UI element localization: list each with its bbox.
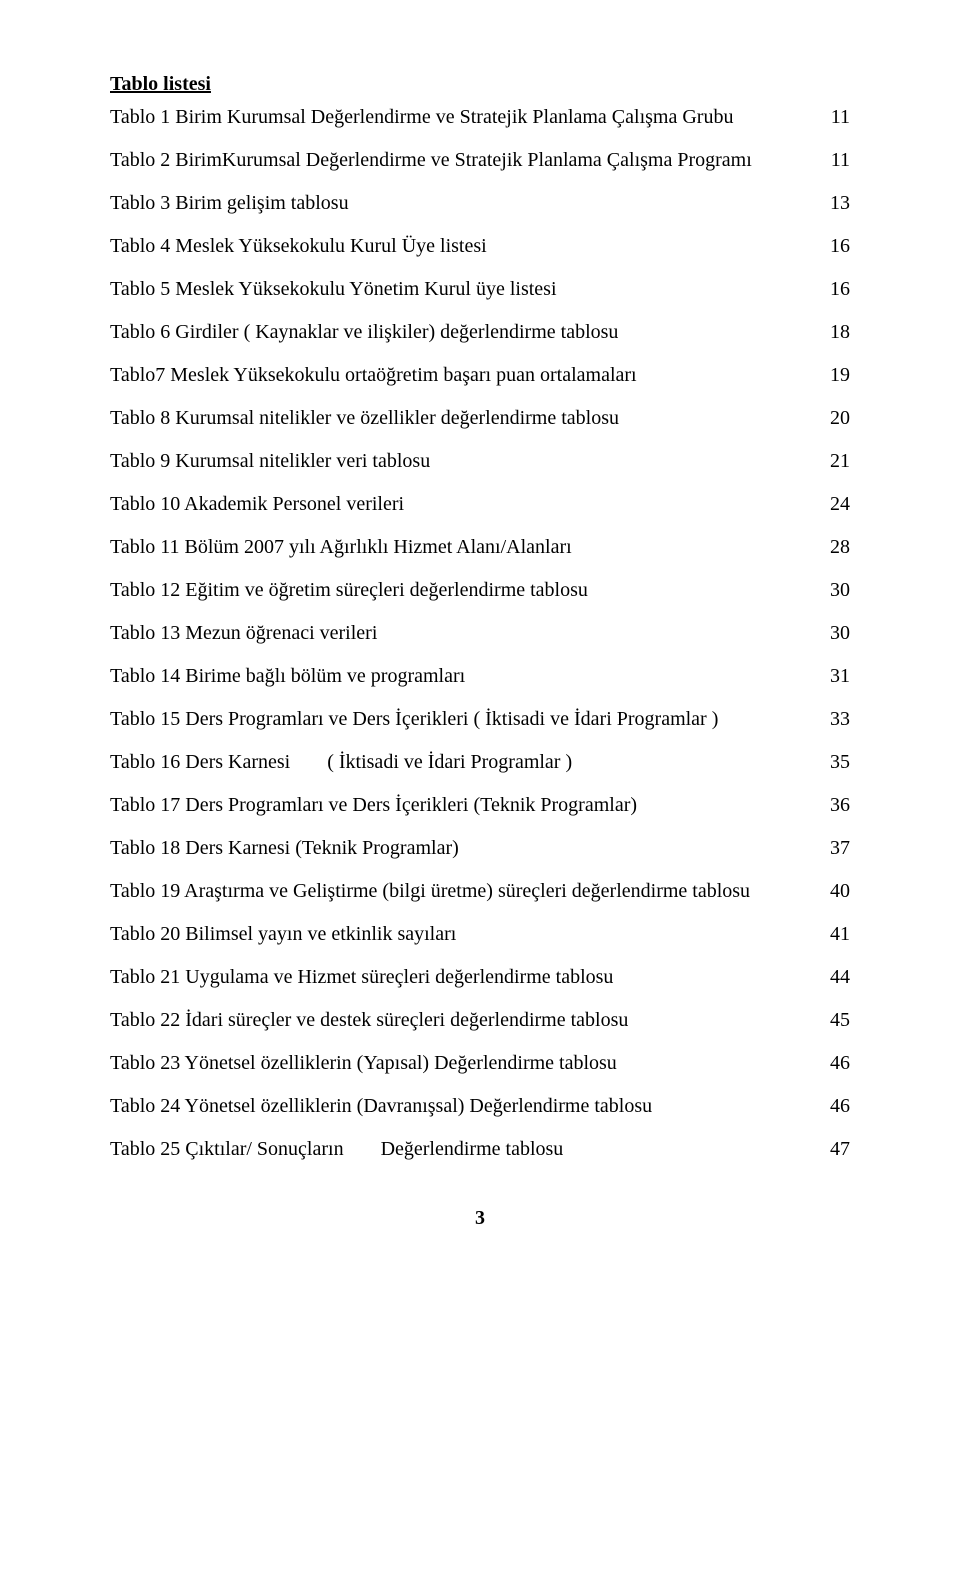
toc-entry-label: Tablo 22 İdari süreçler ve destek süreçl… — [110, 1008, 814, 1033]
toc-entry: Tablo 16 Ders Karnesi ( İktisadi ve İdar… — [110, 750, 850, 775]
toc-entry: Tablo 8 Kurumsal nitelikler ve özellikle… — [110, 406, 850, 431]
toc-entry: Tablo 23 Yönetsel özelliklerin (Yapısal)… — [110, 1051, 850, 1076]
toc-entry-label: Tablo 19 Araştırma ve Geliştirme (bilgi … — [110, 879, 814, 904]
toc-entry: Tablo 21 Uygulama ve Hizmet süreçleri de… — [110, 965, 850, 990]
toc-entry-label: Tablo 23 Yönetsel özelliklerin (Yapısal)… — [110, 1051, 814, 1076]
toc-entry-page: 16 — [814, 277, 850, 302]
toc-entry: Tablo 14 Birime bağlı bölüm ve programla… — [110, 664, 850, 689]
toc-entry-label: Tablo 4 Meslek Yüksekokulu Kurul Üye lis… — [110, 234, 814, 259]
toc-entry-page: 46 — [814, 1051, 850, 1076]
toc-entry-label: Tablo 12 Eğitim ve öğretim süreçleri değ… — [110, 578, 814, 603]
toc-entry-label: Tablo 5 Meslek Yüksekokulu Yönetim Kurul… — [110, 277, 814, 302]
toc-entry: Tablo 19 Araştırma ve Geliştirme (bilgi … — [110, 879, 850, 904]
toc-entry: Tablo 24 Yönetsel özelliklerin (Davranış… — [110, 1094, 850, 1119]
toc-entry-page: 33 — [814, 707, 850, 732]
toc-entry: Tablo 5 Meslek Yüksekokulu Yönetim Kurul… — [110, 277, 850, 302]
toc-entry-page: 36 — [814, 793, 850, 818]
toc-entry: Tablo 6 Girdiler ( Kaynaklar ve ilişkile… — [110, 320, 850, 345]
toc-entry: Tablo 1 Birim Kurumsal Değerlendirme ve … — [110, 105, 850, 130]
toc-entry-label: Tablo 9 Kurumsal nitelikler veri tablosu — [110, 449, 814, 474]
page-number: 3 — [110, 1206, 850, 1231]
toc-entry: Tablo 25 Çıktılar/ Sonuçların Değerlendi… — [110, 1137, 850, 1162]
toc-entry-label: Tablo 17 Ders Programları ve Ders İçerik… — [110, 793, 814, 818]
toc-entry-page: 21 — [814, 449, 850, 474]
toc-entry-label: Tablo 16 Ders Karnesi ( İktisadi ve İdar… — [110, 750, 814, 775]
toc-entry-label-b: Değerlendirme tablosu — [381, 1138, 564, 1160]
toc-entry-label: Tablo 21 Uygulama ve Hizmet süreçleri de… — [110, 965, 814, 990]
toc-entry-page: 41 — [814, 922, 850, 947]
toc-entry-label: Tablo 15 Ders Programları ve Ders İçerik… — [110, 707, 814, 732]
toc-entry: Tablo 12 Eğitim ve öğretim süreçleri değ… — [110, 578, 850, 603]
toc-entry-page: 11 — [814, 105, 850, 130]
toc-entry-label: Tablo 13 Mezun öğrenaci verileri — [110, 621, 814, 646]
toc-entry-label: Tablo 8 Kurumsal nitelikler ve özellikle… — [110, 406, 814, 431]
toc-entry-label: Tablo 6 Girdiler ( Kaynaklar ve ilişkile… — [110, 320, 814, 345]
toc-entry-page: 35 — [814, 750, 850, 775]
toc-entry: Tablo 15 Ders Programları ve Ders İçerik… — [110, 707, 850, 732]
toc-entry-label: Tablo 20 Bilimsel yayın ve etkinlik sayı… — [110, 922, 814, 947]
toc-entry-page: 47 — [814, 1137, 850, 1162]
toc-entry: Tablo 3 Birim gelişim tablosu 13 — [110, 191, 850, 216]
toc-entry-label: Tablo 24 Yönetsel özelliklerin (Davranış… — [110, 1094, 814, 1119]
toc-entry-page: 31 — [814, 664, 850, 689]
toc-entry-page: 24 — [814, 492, 850, 517]
toc-entry: Tablo 9 Kurumsal nitelikler veri tablosu… — [110, 449, 850, 474]
toc-entry: Tablo 13 Mezun öğrenaci verileri 30 — [110, 621, 850, 646]
toc-entry-page: 37 — [814, 836, 850, 861]
toc-entry-label: Tablo 14 Birime bağlı bölüm ve programla… — [110, 664, 814, 689]
list-heading: Tablo listesi — [110, 72, 850, 97]
document-page: Tablo listesi Tablo 1 Birim Kurumsal Değ… — [0, 0, 960, 1581]
toc-entry: Tablo 20 Bilimsel yayın ve etkinlik sayı… — [110, 922, 850, 947]
toc-entry: Tablo 4 Meslek Yüksekokulu Kurul Üye lis… — [110, 234, 850, 259]
toc-entry-page: 16 — [814, 234, 850, 259]
toc-entry-page: 18 — [814, 320, 850, 345]
toc-entry-label: Tablo 11 Bölüm 2007 yılı Ağırlıklı Hizme… — [110, 535, 814, 560]
toc-entry: Tablo 17 Ders Programları ve Ders İçerik… — [110, 793, 850, 818]
toc-entry: Tablo 22 İdari süreçler ve destek süreçl… — [110, 1008, 850, 1033]
toc-entry-label-a: Tablo 16 Ders Karnesi — [110, 751, 290, 773]
toc-entry: Tablo 11 Bölüm 2007 yılı Ağırlıklı Hizme… — [110, 535, 850, 560]
toc-entry-page: 13 — [814, 191, 850, 216]
toc-entry-label-a: Tablo 25 Çıktılar/ Sonuçların — [110, 1138, 344, 1160]
toc-entry-page: 40 — [814, 879, 850, 904]
toc-entry-page: 45 — [814, 1008, 850, 1033]
toc-entry-label: Tablo7 Meslek Yüksekokulu ortaöğretim ba… — [110, 363, 814, 388]
toc-entry-page: 19 — [814, 363, 850, 388]
toc-entry-label: Tablo 2 BirimKurumsal Değerlendirme ve S… — [110, 148, 814, 173]
toc-entry-label: Tablo 25 Çıktılar/ Sonuçların Değerlendi… — [110, 1137, 814, 1162]
toc-entry: Tablo 18 Ders Karnesi (Teknik Programlar… — [110, 836, 850, 861]
toc-entry-page: 44 — [814, 965, 850, 990]
toc-entry-label: Tablo 18 Ders Karnesi (Teknik Programlar… — [110, 836, 814, 861]
toc-entry-page: 30 — [814, 621, 850, 646]
toc-entry-label-b: ( İktisadi ve İdari Programlar ) — [327, 751, 572, 773]
toc-entry: Tablo 2 BirimKurumsal Değerlendirme ve S… — [110, 148, 850, 173]
toc-entry-label: Tablo 3 Birim gelişim tablosu — [110, 191, 814, 216]
toc-entry-page: 46 — [814, 1094, 850, 1119]
toc-entry-label: Tablo 10 Akademik Personel verileri — [110, 492, 814, 517]
toc-entry: Tablo7 Meslek Yüksekokulu ortaöğretim ba… — [110, 363, 850, 388]
toc-entry-page: 28 — [814, 535, 850, 560]
toc-entry-page: 30 — [814, 578, 850, 603]
toc-entry-page: 11 — [814, 148, 850, 173]
toc-entry: Tablo 10 Akademik Personel verileri 24 — [110, 492, 850, 517]
toc-entry-label: Tablo 1 Birim Kurumsal Değerlendirme ve … — [110, 105, 814, 130]
toc-entry-page: 20 — [814, 406, 850, 431]
